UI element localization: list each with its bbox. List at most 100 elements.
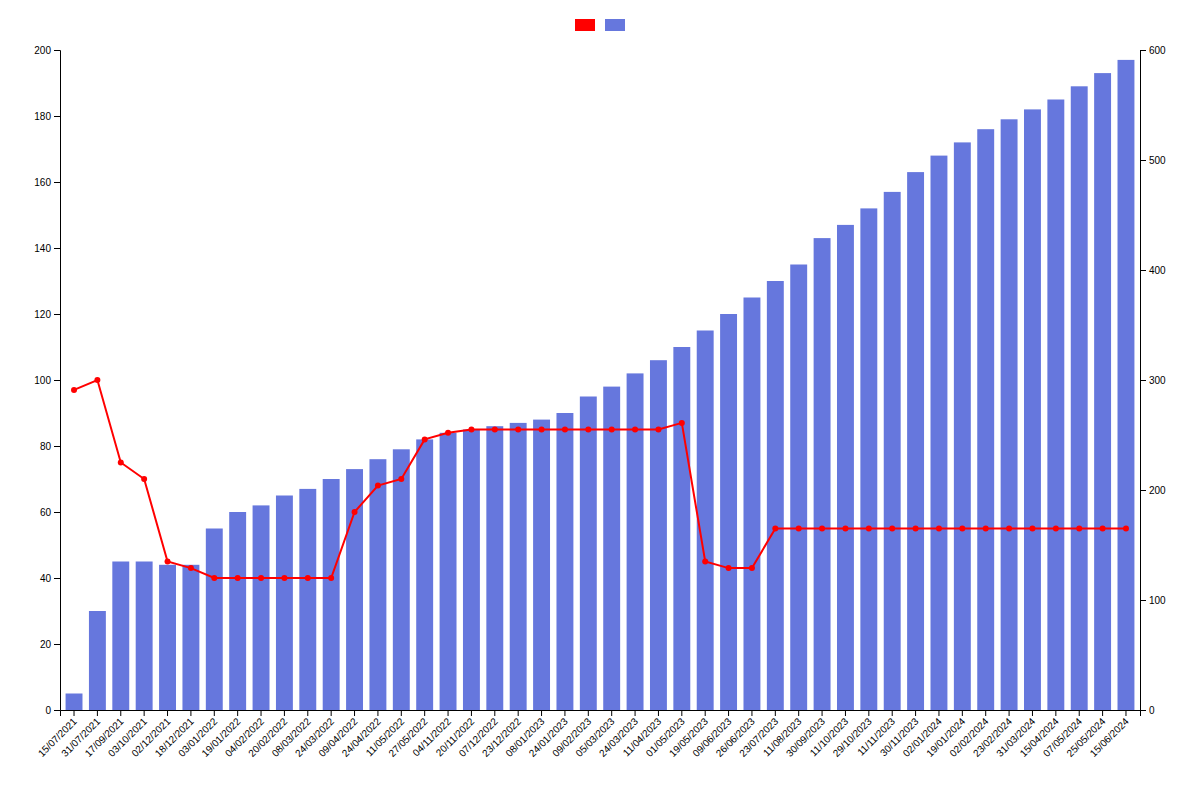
axis-line [1141,51,1147,711]
bar [720,314,737,710]
bar [884,192,901,710]
marker [1006,526,1012,532]
bar [931,156,948,710]
bar [907,172,924,710]
marker [1053,526,1059,532]
tick-label: 160 [34,177,51,188]
tick: 40 [40,573,60,584]
bar [229,512,246,710]
tick-mark [1140,380,1146,381]
marker [889,526,895,532]
marker [959,526,965,532]
tick-mark [1140,490,1146,491]
bar [159,565,176,710]
bar [673,347,690,710]
tick-label: 40 [40,573,52,584]
tick-mark [658,710,659,716]
bar [1118,60,1135,710]
tick: 15/06/2024 [1088,710,1131,759]
marker [1076,526,1082,532]
marker [211,575,217,581]
tick-label: 100 [1149,595,1166,606]
marker [71,387,77,393]
marker [1029,526,1035,532]
tick-mark [588,710,589,716]
x-axis: 15/07/202131/07/202117/09/202103/10/2021… [36,710,1141,759]
marker [983,526,989,532]
tick-mark [237,710,238,716]
tick-mark [471,710,472,716]
marker [936,526,942,532]
tick-mark [1140,600,1146,601]
marker [188,565,194,571]
tick-label: 60 [40,507,52,518]
tick-label: 200 [1149,485,1166,496]
tick: 180 [34,111,60,122]
marker [632,427,638,433]
tick-mark [261,710,262,716]
bar [650,360,667,710]
tick: 200 [1140,485,1166,496]
bar [533,420,550,710]
tick-mark [845,710,846,716]
tick-label: 200 [34,45,51,56]
bar [369,459,386,710]
tick-mark [822,710,823,716]
marker [375,483,381,489]
tick-mark [54,512,60,513]
tick: 120 [34,309,60,320]
tick-mark [985,710,986,716]
tick-mark [190,710,191,716]
tick-mark [120,710,121,716]
bar [1094,73,1111,710]
marker [679,420,685,426]
marks [66,60,1135,710]
tick: 400 [1140,265,1166,276]
chart: 15/07/202131/07/202117/09/202103/10/2021… [0,0,1200,800]
tick: 100 [1140,595,1166,606]
marker [492,427,498,433]
tick-mark [635,710,636,716]
tick-mark [938,710,939,716]
bar [510,423,527,710]
marker [539,427,545,433]
marker [445,430,451,436]
tick: 600 [1140,45,1166,56]
tick: 300 [1140,375,1166,386]
line [74,380,1126,578]
tick-label: 120 [34,309,51,320]
tick-mark [54,182,60,183]
tick-mark [611,710,612,716]
tick-mark [331,710,332,716]
tick-mark [775,710,776,716]
bar [136,562,153,711]
tick-mark [494,710,495,716]
marker [726,565,732,571]
marker [422,436,428,442]
tick-mark [214,710,215,716]
y2-axis: 0100200300400500600 [1140,45,1166,716]
marker [165,559,171,565]
tick-mark [401,710,402,716]
tick-mark [962,710,963,716]
marker [562,427,568,433]
marker [515,427,521,433]
tick-mark [54,446,60,447]
marker [819,526,825,532]
tick-label: 300 [1149,375,1166,386]
marker [609,427,615,433]
tick-mark [1140,270,1146,271]
tick-label: 600 [1149,45,1166,56]
tick: 160 [34,177,60,188]
tick: 60 [40,507,60,518]
bar [954,142,971,710]
marker [796,526,802,532]
marker [235,575,241,581]
marker [866,526,872,532]
bar [743,298,760,711]
marker [749,565,755,571]
tick-mark [144,710,145,716]
bar [206,529,223,711]
bar [1047,100,1064,711]
marker [328,575,334,581]
